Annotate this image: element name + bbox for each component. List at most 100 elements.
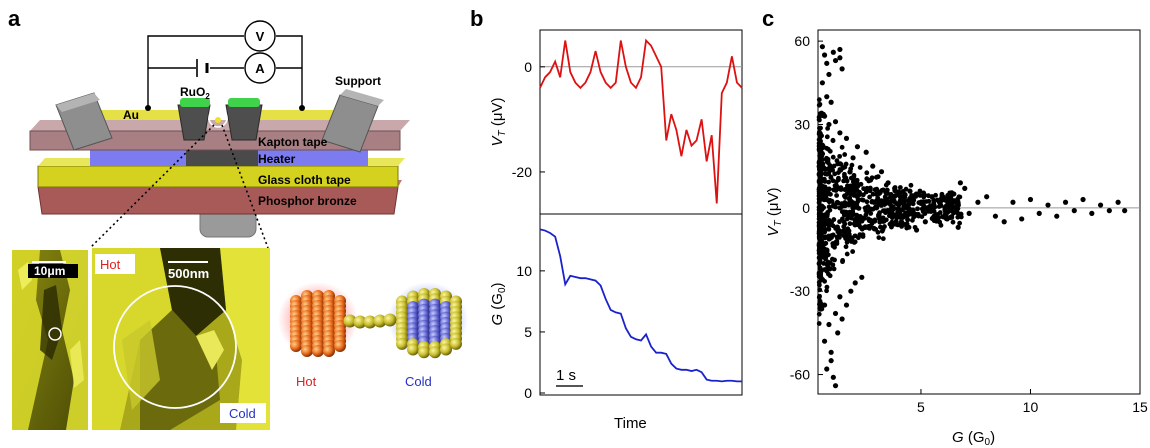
scatter-point bbox=[839, 66, 845, 72]
scatter-point bbox=[864, 199, 870, 205]
kapton-tape-layer bbox=[29, 130, 401, 151]
scatter-point bbox=[831, 266, 837, 272]
b-top-axes bbox=[539, 29, 743, 215]
scatter-point bbox=[847, 200, 853, 205]
scatter-point bbox=[884, 196, 890, 202]
scatter-point bbox=[852, 217, 858, 223]
atom-neck bbox=[363, 315, 377, 329]
scatter-point bbox=[877, 190, 883, 196]
b-bottom-yticks: 0 5 10 bbox=[516, 263, 545, 401]
scatter-point bbox=[826, 179, 832, 185]
atom-neck bbox=[373, 314, 387, 328]
scatter-point bbox=[817, 125, 822, 131]
c-xtick-label: 5 bbox=[917, 399, 925, 415]
scatter-point bbox=[958, 214, 964, 220]
voltmeter-icon: V bbox=[244, 20, 276, 52]
scatter-point bbox=[907, 197, 913, 203]
scatter-point bbox=[839, 229, 844, 235]
scatter-point bbox=[837, 219, 842, 225]
scatter-point bbox=[892, 194, 898, 200]
atom-hot bbox=[290, 340, 302, 352]
scatter-point bbox=[817, 117, 822, 123]
scatter-point bbox=[899, 219, 905, 225]
scatter-point bbox=[842, 152, 848, 157]
scatter-point bbox=[931, 200, 937, 206]
c-ytick-label: 60 bbox=[794, 33, 810, 49]
scatter-point bbox=[836, 200, 842, 206]
scatter-point bbox=[819, 302, 824, 307]
scatter-point bbox=[863, 208, 869, 214]
scatter-point bbox=[914, 213, 920, 218]
scatter-point bbox=[951, 199, 956, 205]
scatter-point bbox=[817, 182, 823, 188]
circuit-wires bbox=[147, 35, 303, 108]
scatter-point bbox=[922, 219, 928, 225]
scatter-point bbox=[824, 366, 830, 372]
scatter-point bbox=[821, 197, 827, 203]
panel-letter-b: b bbox=[470, 6, 483, 31]
scatter-point bbox=[860, 197, 866, 203]
scatter-point bbox=[827, 163, 833, 168]
scatter-point bbox=[848, 288, 854, 294]
scatter-point bbox=[871, 200, 877, 205]
scatter-point bbox=[875, 229, 881, 235]
scatter-point bbox=[856, 215, 862, 221]
scatter-point bbox=[837, 294, 843, 300]
scatter-point bbox=[852, 280, 858, 286]
scatter-point bbox=[956, 194, 962, 200]
scatter-point bbox=[955, 224, 961, 230]
scatter-point bbox=[1089, 210, 1095, 216]
scatter-point bbox=[1062, 199, 1069, 205]
ammeter-icon: A bbox=[244, 52, 276, 84]
scatter-point bbox=[863, 149, 869, 155]
scatter-point bbox=[825, 252, 831, 258]
scatter-point bbox=[844, 239, 850, 245]
scatter-point bbox=[949, 214, 955, 219]
b-top-series-line bbox=[539, 38, 743, 204]
scatter-point bbox=[836, 175, 841, 181]
scatter-point bbox=[878, 198, 883, 204]
model-hot-label: Hot bbox=[296, 374, 317, 389]
scatter-point bbox=[866, 216, 871, 222]
scatter-point bbox=[1097, 202, 1104, 208]
scatter-point bbox=[920, 209, 926, 214]
scatter-point bbox=[842, 174, 847, 179]
scatter-point bbox=[869, 221, 875, 227]
scatter-point bbox=[817, 134, 823, 140]
scatter-point bbox=[821, 338, 828, 344]
c-ytick-label: -30 bbox=[790, 283, 810, 299]
scatter-point bbox=[830, 243, 836, 249]
scatter-point bbox=[816, 211, 822, 217]
scatter-point bbox=[816, 140, 822, 146]
scatter-point bbox=[858, 181, 864, 187]
au-electrode-left bbox=[100, 110, 188, 120]
scatter-point bbox=[900, 213, 906, 218]
scatter-point bbox=[887, 209, 892, 215]
scatter-point bbox=[826, 121, 832, 128]
scatter-point bbox=[820, 249, 825, 255]
scatter-point bbox=[851, 240, 857, 245]
scatter-point bbox=[826, 71, 832, 78]
scatter-point bbox=[929, 205, 935, 210]
time-scalebar-label: 1 s bbox=[556, 367, 576, 384]
scatter-point bbox=[824, 192, 829, 198]
scatter-point bbox=[838, 205, 843, 211]
scatter-point bbox=[830, 223, 836, 229]
scatter-point bbox=[841, 219, 847, 225]
scatter-point bbox=[843, 135, 850, 141]
scatter-point bbox=[816, 280, 822, 285]
scatter-point bbox=[957, 220, 963, 226]
scatter-point bbox=[816, 295, 822, 300]
scatter-point bbox=[1036, 210, 1042, 216]
scatter-point bbox=[827, 273, 833, 279]
scatter-point bbox=[844, 251, 850, 257]
au-electrode-right bbox=[258, 110, 346, 120]
scatter-point bbox=[906, 206, 912, 211]
scatter-point bbox=[855, 235, 861, 241]
kapton-tape-top bbox=[30, 120, 410, 131]
atom-electrode bbox=[429, 346, 441, 359]
scatter-point bbox=[824, 288, 829, 294]
scatter-point bbox=[816, 196, 822, 202]
scatter-point bbox=[816, 205, 822, 211]
scatter-point bbox=[889, 224, 894, 230]
